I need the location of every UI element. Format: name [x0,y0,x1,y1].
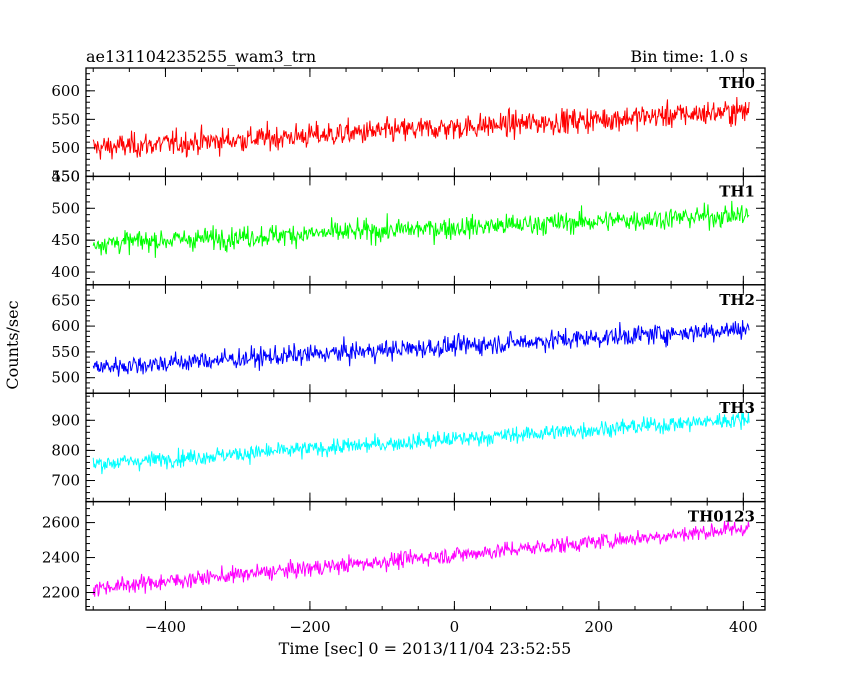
y-tick-label: 500 [51,369,80,387]
panel-label-th3: TH3 [719,399,755,417]
series-line-th0123 [92,520,750,597]
panel-frame [85,500,766,611]
y-tick-label: 600 [51,82,80,100]
panel-th1: 400 450 500 550 TH1 [51,167,766,286]
y-tick-label: 500 [51,139,80,157]
panel-th0123: 2200 2400 2600 TH0123 [42,500,766,611]
panel-th0: 450 500 550 600 TH0 [51,67,766,185]
y-tick-label: 650 [51,291,80,309]
panel-frame [85,392,766,503]
y-tick-label: 550 [51,343,80,361]
panel-label-th0: TH0 [719,74,755,92]
y-tick-label: 550 [51,110,80,128]
y-tick-label: 400 [51,263,80,281]
x-tick-label: 400 [729,618,758,636]
panel-label-th1: TH1 [719,182,755,200]
chart-title-right: Bin time: 1.0 s [630,47,748,66]
y-tick-label: 2600 [42,514,80,532]
panel-th3: 700 800 900 TH3 [51,392,766,503]
series-line-th2 [92,320,750,377]
series-line-th0 [92,96,750,160]
x-tick-label: −400 [145,618,186,636]
x-axis-title: Time [sec] 0 = 2013/11/04 23:52:55 [279,639,572,658]
x-tick-label: 200 [585,618,614,636]
series-line-th1 [92,200,750,258]
panel-label-th2: TH2 [719,291,755,309]
y-axis-title: Counts/sec [3,300,22,389]
x-tick-label: 0 [450,618,460,636]
y-tick-label: 450 [51,167,80,185]
y-tick-label: 900 [51,411,80,429]
y-tick-label: 800 [51,441,80,459]
series-line-th3 [92,412,750,475]
y-tick-label: 600 [51,317,80,335]
panels-group: 450 500 550 600 TH0 400 450 500 550 TH1 500 550 600 6… [42,67,766,611]
panel-label-th0123: TH0123 [688,508,755,526]
y-tick-label: 2200 [42,584,80,602]
y-tick-label: 550 [51,167,80,185]
x-tick-labels: −400 −200 0 200 400 [145,618,758,636]
y-tick-label: 2400 [42,549,80,567]
y-tick-label: 500 [51,199,80,217]
x-tick-label: −200 [289,618,330,636]
y-tick-label: 700 [51,472,80,490]
y-tick-label: 450 [51,231,80,249]
chart-title-left: ae131104235255_wam3_trn [86,47,316,66]
panel-th2: 500 550 600 650 TH2 [51,284,766,394]
